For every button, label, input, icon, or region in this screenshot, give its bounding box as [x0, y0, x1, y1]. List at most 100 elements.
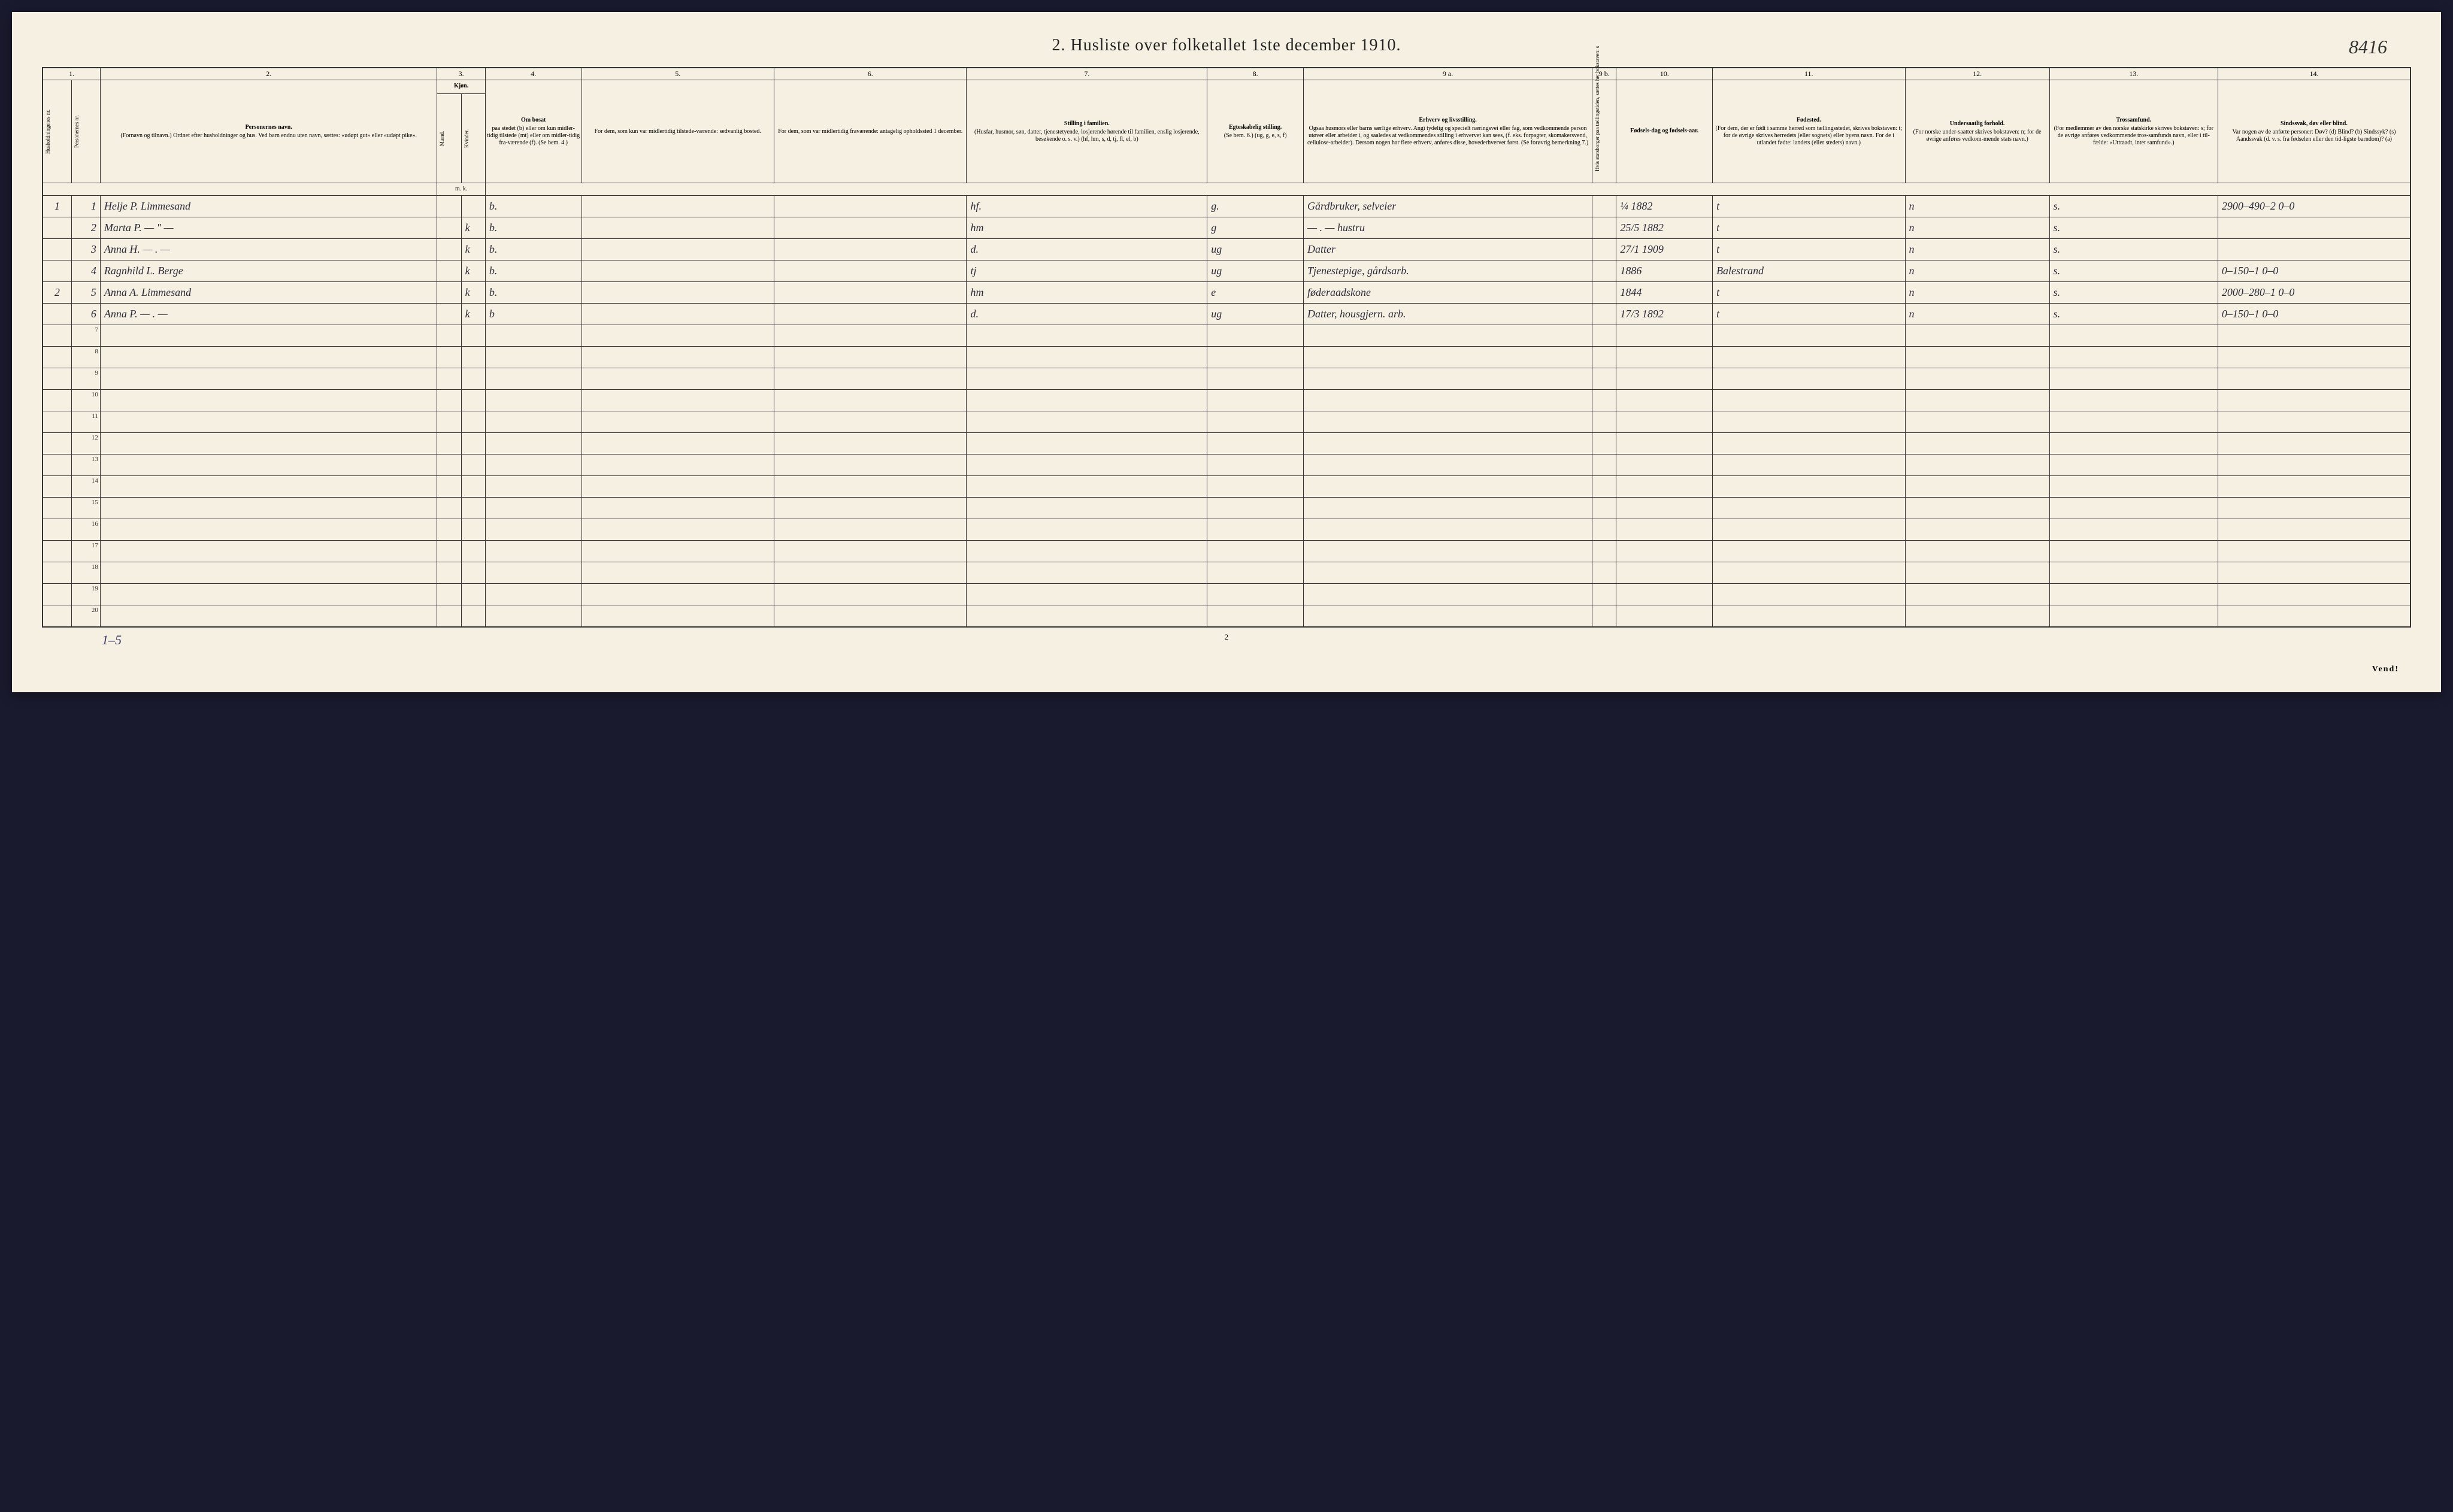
- hh-cell: 1: [43, 196, 71, 217]
- empty-row: 14: [43, 476, 2410, 498]
- colnum: 14.: [2218, 68, 2410, 80]
- bosat-cell: b.: [485, 196, 582, 217]
- fodsel-cell: 17/3 1892: [1616, 304, 1713, 325]
- table-row: 6Anna P. — . —kbd.ugDatter, housgjern. a…: [43, 304, 2410, 325]
- col6-cell: [774, 196, 966, 217]
- header-sex-m: Mænd.: [437, 94, 461, 183]
- sex-m-cell: [437, 260, 461, 282]
- stilling-cell: d.: [967, 304, 1207, 325]
- footer-vend: Vend!: [2372, 665, 2399, 674]
- pn-cell: 12: [71, 433, 100, 454]
- footer: 1–5 2 Vend!: [42, 632, 2411, 656]
- pn-cell: 16: [71, 519, 100, 541]
- col14-cell: 0–150–1 0–0: [2218, 260, 2410, 282]
- col6-cell: [774, 217, 966, 239]
- colnum: 13.: [2049, 68, 2218, 80]
- colnum: 10.: [1616, 68, 1713, 80]
- name-cell: Anna P. — . —: [100, 304, 437, 325]
- header-sinds: Sindssvak, døv eller blind. Var nogen av…: [2218, 80, 2410, 183]
- egt-cell: g.: [1207, 196, 1304, 217]
- col14-cell: 0–150–1 0–0: [2218, 304, 2410, 325]
- name-cell: Helje P. Limmesand: [100, 196, 437, 217]
- fodested-cell: t: [1713, 196, 1905, 217]
- egt-cell: ug: [1207, 304, 1304, 325]
- stilling-cell: tj: [967, 260, 1207, 282]
- colnum: 2.: [100, 68, 437, 80]
- header-tros: Trossamfund. (For medlemmer av den norsk…: [2049, 80, 2218, 183]
- colnum: 4.: [485, 68, 582, 80]
- sex-m-cell: [437, 304, 461, 325]
- tros-cell: s.: [2049, 304, 2218, 325]
- sex-k-cell: k: [461, 304, 485, 325]
- header-sex: Kjøn.: [437, 80, 485, 94]
- col6-cell: [774, 260, 966, 282]
- fodsel-cell: 1844: [1616, 282, 1713, 304]
- header-mk: m. k.: [437, 183, 485, 196]
- empty-row: 13: [43, 454, 2410, 476]
- handwritten-page-number: 8416: [2349, 36, 2387, 58]
- fodsel-cell: 1886: [1616, 260, 1713, 282]
- egt-cell: e: [1207, 282, 1304, 304]
- erhverv-cell: Datter: [1303, 239, 1592, 260]
- undersaat-cell: n: [1905, 196, 2049, 217]
- name-cell: Anna A. Limmesand: [100, 282, 437, 304]
- col5-cell: [582, 260, 774, 282]
- erhverv-cell: Gårdbruker, selveier: [1303, 196, 1592, 217]
- col9b-cell: [1592, 217, 1616, 239]
- empty-row: 8: [43, 347, 2410, 368]
- colnum: 8.: [1207, 68, 1304, 80]
- tros-cell: s.: [2049, 196, 2218, 217]
- pn-cell: 11: [71, 411, 100, 433]
- table-body: 11Helje P. Limmesandb.hf.g.Gårdbruker, s…: [43, 196, 2410, 627]
- col14-cell: 2900–490–2 0–0: [2218, 196, 2410, 217]
- egt-cell: ug: [1207, 260, 1304, 282]
- sex-m-cell: [437, 196, 461, 217]
- pn-cell: 19: [71, 584, 100, 605]
- fodested-cell: Balestrand: [1713, 260, 1905, 282]
- egt-cell: ug: [1207, 239, 1304, 260]
- bosat-cell: b.: [485, 217, 582, 239]
- header-name: Personernes navn. (Fornavn og tilnavn.) …: [100, 80, 437, 183]
- erhverv-cell: føderaadskone: [1303, 282, 1592, 304]
- bosat-cell: b.: [485, 282, 582, 304]
- colnum: 12.: [1905, 68, 2049, 80]
- fodested-cell: t: [1713, 282, 1905, 304]
- empty-row: 12: [43, 433, 2410, 454]
- footer-tally: 1–5: [102, 632, 122, 648]
- empty-row: 10: [43, 390, 2410, 411]
- sex-k-cell: k: [461, 260, 485, 282]
- pn-cell: 14: [71, 476, 100, 498]
- header-row: Husholdningenes nr. Personernes nr. Pers…: [43, 80, 2410, 94]
- col5-cell: [582, 282, 774, 304]
- header-undersaat: Undersaatlig forhold. (For norske under-…: [1905, 80, 2049, 183]
- pn-cell: 9: [71, 368, 100, 390]
- colnum: 5.: [582, 68, 774, 80]
- pn-cell: 3: [71, 239, 100, 260]
- sex-k-cell: k: [461, 282, 485, 304]
- bosat-cell: b.: [485, 260, 582, 282]
- pn-cell: 17: [71, 541, 100, 562]
- pn-cell: 18: [71, 562, 100, 584]
- stilling-cell: hm: [967, 217, 1207, 239]
- empty-row: 20: [43, 605, 2410, 627]
- colnum: 3.: [437, 68, 485, 80]
- header-bosat: Om bosat paa stedet (b) eller om kun mid…: [485, 80, 582, 183]
- page-title: 2. Husliste over folketallet 1ste decemb…: [42, 36, 2411, 55]
- undersaat-cell: n: [1905, 239, 2049, 260]
- pn-cell: 20: [71, 605, 100, 627]
- empty-row: 16: [43, 519, 2410, 541]
- hh-cell: 2: [43, 282, 71, 304]
- header-fodested: Fødested. (For dem, der er født i samme …: [1713, 80, 1905, 183]
- empty-row: 17: [43, 541, 2410, 562]
- tros-cell: s.: [2049, 239, 2218, 260]
- sex-m-cell: [437, 217, 461, 239]
- sex-k-cell: [461, 196, 485, 217]
- hh-cell: [43, 217, 71, 239]
- col14-cell: 2000–280–1 0–0: [2218, 282, 2410, 304]
- hh-cell: [43, 260, 71, 282]
- pn-cell: 5: [71, 282, 100, 304]
- colnum: 7.: [967, 68, 1207, 80]
- sex-m-cell: [437, 282, 461, 304]
- fodested-cell: t: [1713, 217, 1905, 239]
- pn-cell: 4: [71, 260, 100, 282]
